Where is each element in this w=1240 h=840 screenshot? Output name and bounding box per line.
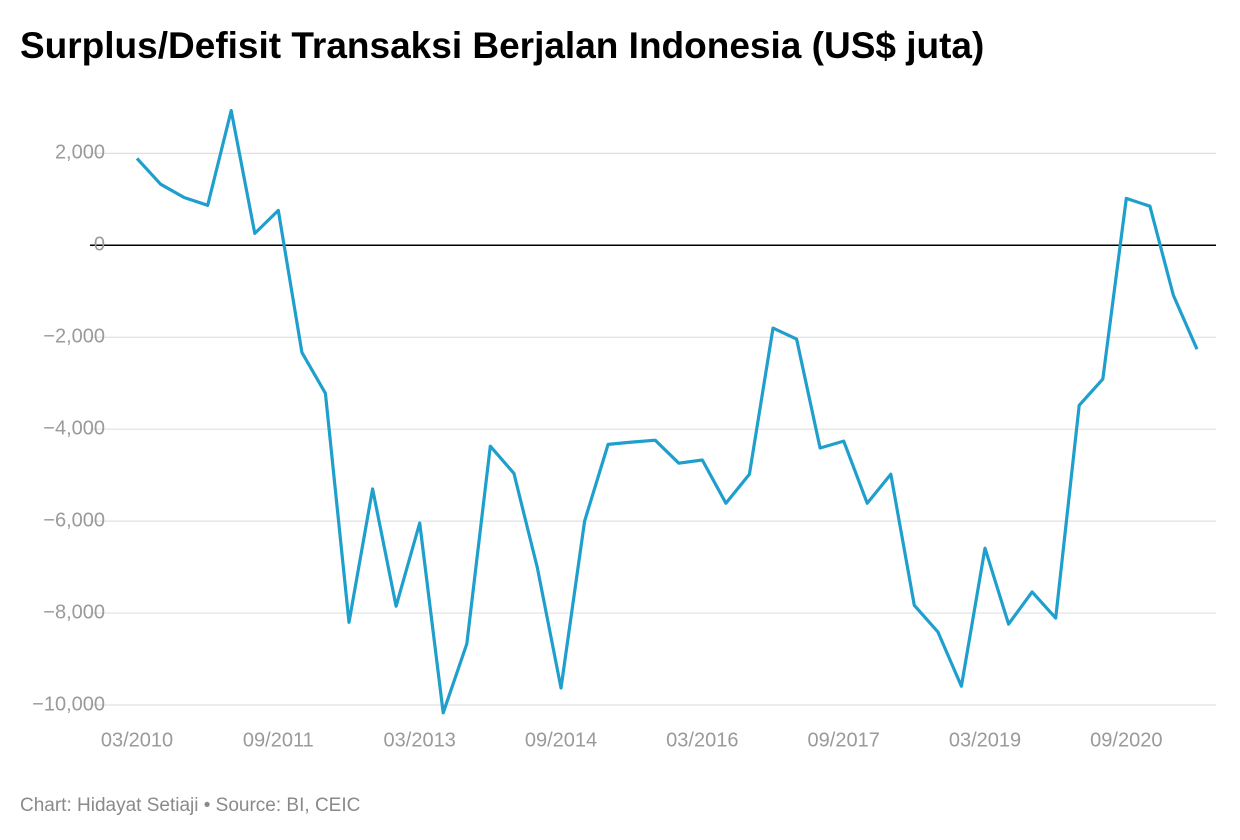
y-tick-label: −10,000 (32, 693, 105, 715)
y-tick-label: −2,000 (43, 326, 105, 348)
credit: Chart: Hidayat Setiaji • Source: BI, CEI… (20, 795, 360, 816)
y-tick-label: 2,000 (55, 142, 105, 164)
x-tick-label: 03/2013 (384, 729, 456, 751)
x-tick-label: 03/2010 (101, 729, 173, 751)
y-tick-label: −6,000 (43, 509, 105, 531)
chart-title: Surplus/Defisit Transaksi Berjalan Indon… (20, 25, 984, 66)
x-tick-label: 03/2019 (949, 729, 1021, 751)
x-tick-label: 09/2014 (525, 729, 597, 751)
y-tick-label: −4,000 (43, 417, 105, 439)
x-tick-label: 09/2017 (808, 729, 880, 751)
y-tick-label: −8,000 (43, 601, 105, 623)
x-tick-label: 09/2011 (243, 729, 314, 751)
x-tick-label: 09/2020 (1090, 729, 1162, 751)
x-tick-label: 03/2016 (666, 729, 738, 751)
data-line (135, 109, 1199, 715)
y-tick-label: 0 (94, 234, 105, 256)
